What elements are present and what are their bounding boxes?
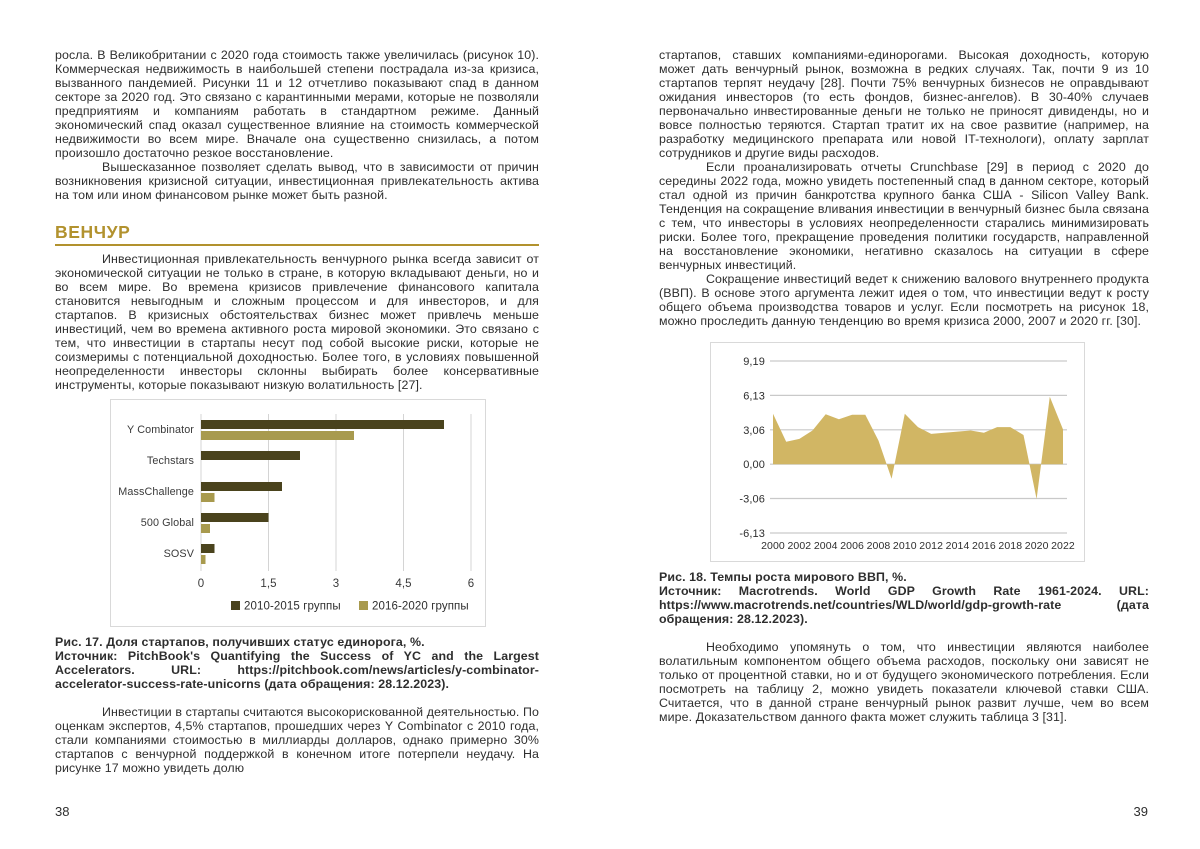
svg-text:0,00: 0,00 — [743, 459, 765, 471]
svg-text:2008: 2008 — [867, 540, 891, 552]
svg-text:2020: 2020 — [1025, 540, 1049, 552]
svg-text:Y Combinator: Y Combinator — [127, 424, 194, 436]
paragraph: Инвестиционная привлекательность венчурн… — [55, 252, 539, 392]
left-page-column: росла. В Великобритании с 2020 года стои… — [55, 48, 539, 775]
svg-text:Techstars: Techstars — [147, 455, 195, 467]
paragraph: росла. В Великобритании с 2020 года стои… — [55, 48, 539, 160]
paragraph: Если проанализировать отчеты Crunchbase … — [659, 160, 1149, 272]
svg-text:2016-2020 группы: 2016-2020 группы — [372, 601, 469, 613]
svg-text:SOSV: SOSV — [164, 548, 195, 560]
unicorn-share-bar-chart: 0 1,5 3 4,5 6 Y Combinator Techstars MassChalle… — [110, 399, 486, 627]
svg-text:2016: 2016 — [972, 540, 996, 552]
svg-text:2002: 2002 — [787, 540, 811, 552]
figure-17-caption-title: Рис. 17. Доля стартапов, получивших стат… — [55, 635, 425, 649]
page-number-right: 39 — [1133, 804, 1148, 819]
svg-text:1,5: 1,5 — [260, 578, 276, 590]
paragraph: Необходимо упомянуть о том, что инвестиц… — [659, 640, 1149, 724]
svg-text:MassChallenge: MassChallenge — [118, 486, 194, 498]
svg-text:500 Global: 500 Global — [141, 517, 194, 529]
svg-text:2018: 2018 — [998, 540, 1022, 552]
bar-chart-svg: 0 1,5 3 4,5 6 Y Combinator Techstars MassChalle… — [118, 414, 475, 613]
page-number-left: 38 — [55, 804, 70, 819]
paragraph: стартапов, ставших компаниями-единорогам… — [659, 48, 1149, 160]
svg-text:2010: 2010 — [893, 540, 917, 552]
svg-text:0: 0 — [198, 578, 205, 590]
svg-text:2012: 2012 — [919, 540, 943, 552]
svg-text:2004: 2004 — [814, 540, 838, 552]
svg-text:2022: 2022 — [1051, 540, 1075, 552]
svg-text:-3,06: -3,06 — [739, 494, 765, 506]
svg-text:4,5: 4,5 — [395, 578, 411, 590]
svg-text:2010-2015 группы: 2010-2015 группы — [244, 601, 341, 613]
section-heading-venture: ВЕНЧУР — [55, 223, 539, 246]
gdp-growth-area-chart: 9,19 6,13 3,06 0,00 -3,06 -6,13 2000 2002 2004 20… — [710, 342, 1085, 562]
svg-text:3,06: 3,06 — [743, 425, 765, 437]
figure-18-caption-title: Рис. 18. Темпы роста мирового ВВП, %. — [659, 570, 907, 584]
svg-text:3: 3 — [333, 578, 340, 590]
svg-text:2006: 2006 — [840, 540, 864, 552]
svg-text:2000: 2000 — [761, 540, 785, 552]
paragraph: Сокращение инвестиций ведет к снижению в… — [659, 272, 1149, 328]
figure-17-caption-source: Источник: PitchBook's Quantifying the Su… — [55, 649, 539, 691]
paragraph: Вышесказанное позволяет сделать вывод, ч… — [55, 160, 539, 202]
svg-text:6: 6 — [468, 578, 475, 590]
svg-text:9,19: 9,19 — [743, 356, 765, 368]
svg-text:6,13: 6,13 — [743, 390, 765, 402]
figure-18-caption-source: Источник: Macrotrends. World GDP Growth … — [659, 584, 1149, 626]
svg-text:2014: 2014 — [946, 540, 970, 552]
svg-text:-6,13: -6,13 — [739, 528, 765, 540]
right-page-column: стартапов, ставших компаниями-единорогам… — [659, 48, 1149, 724]
paragraph: Инвестиции в стартапы считаются высокори… — [55, 705, 539, 775]
